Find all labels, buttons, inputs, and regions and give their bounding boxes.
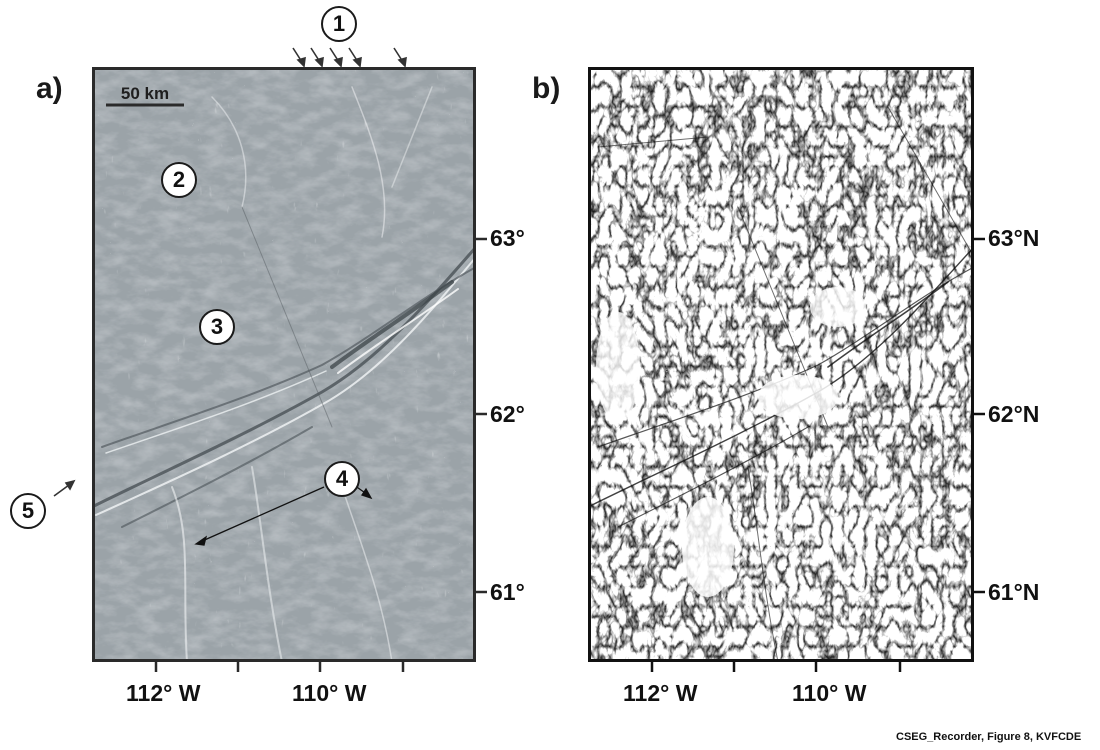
panel-b-lineaments <box>588 106 974 662</box>
panel-b-lon-label-110w: 110° W <box>792 680 867 706</box>
annotation-2: 2 <box>161 162 197 198</box>
panel-b-lat-label-61n: 61°N <box>988 579 1040 605</box>
panel-a-lat-label-63: 63° <box>490 225 525 251</box>
panel-b-lon-label-112w: 112° W <box>623 680 698 706</box>
panel-a-border <box>92 67 476 662</box>
panel-a-lat-label-62: 62° <box>490 401 525 427</box>
figure-credit: CSEG_Recorder, Figure 8, KVFCDE <box>896 731 1082 743</box>
panel-b-lat-ticks <box>974 237 985 594</box>
panel-b-lat-label-62n: 62°N <box>988 401 1040 427</box>
panel-a-lon-label-110w: 110° W <box>292 680 367 706</box>
panel-b-blank-areas <box>596 287 866 597</box>
scale-bar-label: 50 km <box>121 84 169 103</box>
annotation-1: 1 <box>321 6 357 42</box>
panel-a-lon-ticks <box>154 662 405 672</box>
annotation-1-arrows <box>292 47 407 68</box>
scale-bar: 50 km <box>106 84 184 107</box>
panel-b-lineament-map <box>588 67 974 662</box>
panel-a-lon-label-112w: 112° W <box>126 680 201 706</box>
panel-b-border <box>588 67 974 662</box>
annotation-5: 5 <box>10 493 46 529</box>
annotation-4: 4 <box>324 461 360 497</box>
annotation-3: 3 <box>199 309 235 345</box>
panel-a-lat-label-61: 61° <box>490 579 525 605</box>
panel-b-lat-label-63n: 63°N <box>988 225 1040 251</box>
shear-zone-ridges <box>92 86 476 662</box>
panel-a-lat-ticks <box>476 237 487 594</box>
panel-a-label: a) <box>36 72 63 105</box>
panel-a-relief-map: 50 km <box>92 67 476 662</box>
panel-b-label: b) <box>532 72 561 105</box>
annotation-5-arrow <box>53 479 76 497</box>
panel-b-lon-ticks <box>650 662 902 672</box>
